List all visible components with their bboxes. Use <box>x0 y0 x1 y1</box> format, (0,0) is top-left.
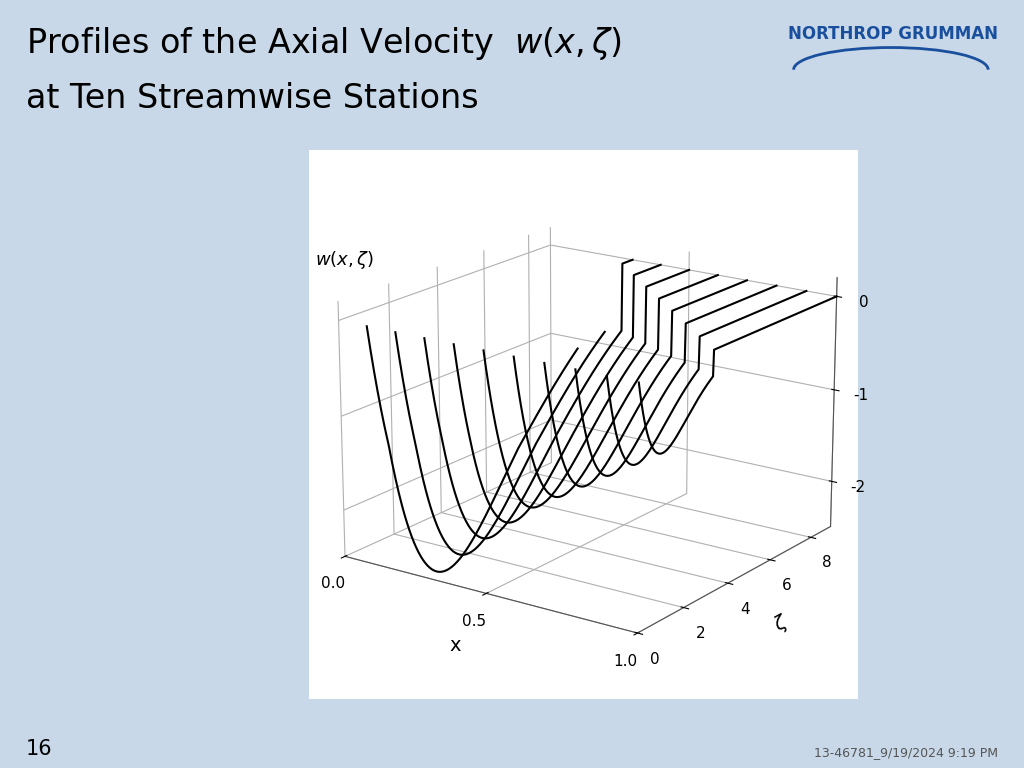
Text: Profiles of the Axial Velocity  $w(x,\zeta)$: Profiles of the Axial Velocity $w(x,\zet… <box>26 25 622 62</box>
Text: NORTHROP GRUMMAN: NORTHROP GRUMMAN <box>788 25 998 43</box>
Y-axis label: $\zeta$: $\zeta$ <box>770 610 793 637</box>
Text: 16: 16 <box>26 739 52 759</box>
Text: $w(x,\zeta)$: $w(x,\zeta)$ <box>314 249 374 270</box>
Text: 13-46781_9/19/2024 9:19 PM: 13-46781_9/19/2024 9:19 PM <box>814 746 998 759</box>
Text: at Ten Streamwise Stations: at Ten Streamwise Stations <box>26 82 478 115</box>
X-axis label: x: x <box>450 636 461 655</box>
